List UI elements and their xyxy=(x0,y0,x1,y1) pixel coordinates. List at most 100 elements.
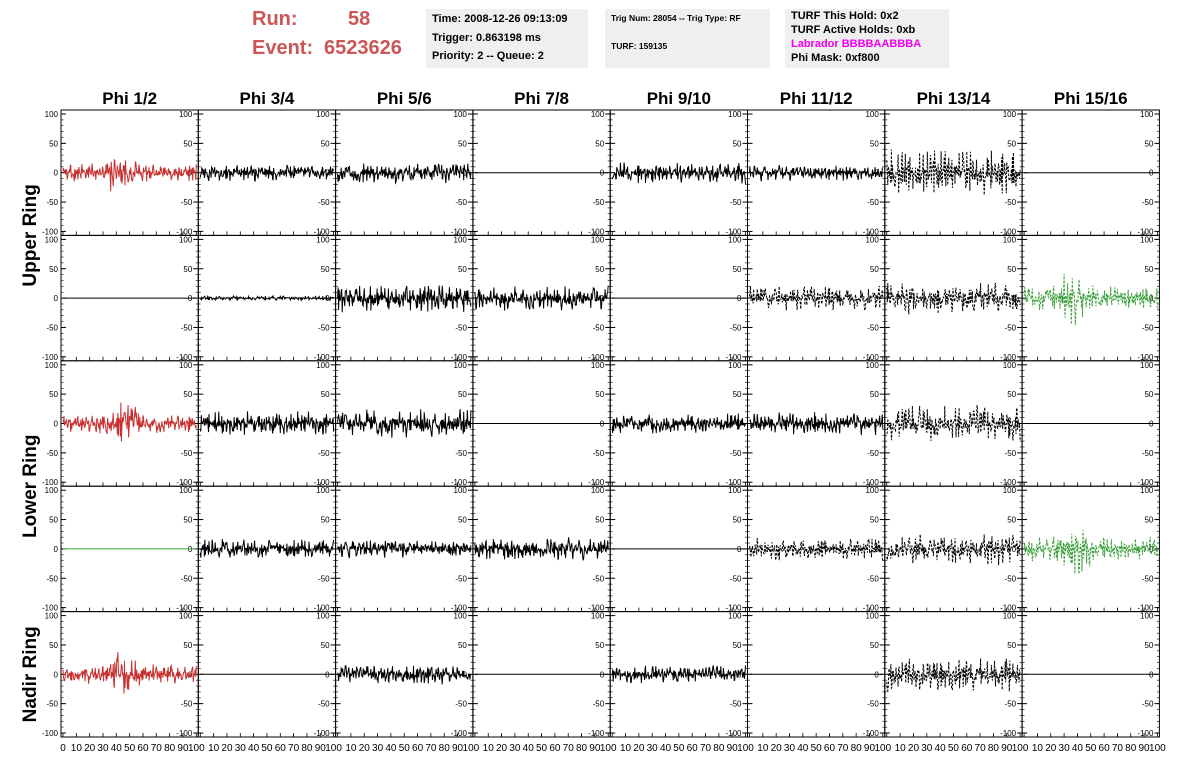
y-tick-label-right: 100 xyxy=(1003,486,1017,495)
waveform-trace xyxy=(749,412,884,436)
x-tick-label: 60 xyxy=(549,743,561,754)
y-tick-label-right: 0 xyxy=(1149,545,1154,554)
x-tick-label: 40 xyxy=(1072,743,1084,754)
y-tick-label-right: -50 xyxy=(318,449,330,458)
labrador-line: Labrador BBBBAABBBA xyxy=(791,38,922,50)
x-tick-label: 10 xyxy=(757,743,769,754)
x-tick-label: 30 xyxy=(97,743,109,754)
waveform-trace xyxy=(611,162,746,185)
waveform-trace xyxy=(337,664,472,685)
x-tick-label: 50 xyxy=(1085,743,1097,754)
y-tick-label-right: -100 xyxy=(1137,604,1154,613)
y-tick-label-right: 100 xyxy=(865,486,879,495)
y-tick-label-right: 100 xyxy=(728,612,742,621)
x-tick-label: 100 xyxy=(463,743,480,754)
event-label: Event: xyxy=(252,37,314,59)
y-tick-label: -50 xyxy=(46,323,58,332)
y-tick-label-right: -50 xyxy=(730,449,742,458)
x-tick-label: 100 xyxy=(737,743,754,754)
x-tick-label: 40 xyxy=(523,743,535,754)
y-tick-label-right: 50 xyxy=(733,265,742,274)
y-tick-label-right: 50 xyxy=(595,390,604,399)
y-tick-label-right: 50 xyxy=(321,641,330,650)
y-tick-label-right: 100 xyxy=(728,486,742,495)
y-tick-label-right: -50 xyxy=(730,198,742,207)
y-tick-label-right: 50 xyxy=(870,390,879,399)
y-tick-label: 100 xyxy=(45,612,59,621)
y-tick-label-right: 0 xyxy=(1012,545,1017,554)
y-tick-label-right: -50 xyxy=(867,700,879,709)
y-tick-label-right: -100 xyxy=(588,227,605,236)
x-tick-label: 100 xyxy=(600,743,617,754)
y-tick-label-right: -100 xyxy=(1137,478,1154,487)
y-tick-label-right: 50 xyxy=(1144,390,1153,399)
x-tick-label: 60 xyxy=(687,743,699,754)
y-tick-label: -50 xyxy=(46,198,58,207)
phi-mask-line: Phi Mask: 0xf800 xyxy=(791,52,880,64)
y-tick-label-right: -100 xyxy=(588,729,605,738)
y-tick-label-right: 100 xyxy=(1003,361,1017,370)
y-tick-label-right: -50 xyxy=(181,449,193,458)
x-tick-label: 90 xyxy=(727,743,739,754)
y-tick-label-right: 100 xyxy=(1140,110,1154,119)
y-tick-label: 0 xyxy=(54,420,59,429)
waveform-trace xyxy=(886,534,1021,566)
x-tick-label: 80 xyxy=(1125,743,1137,754)
y-tick-label: -100 xyxy=(42,729,59,738)
x-tick-label: 10 xyxy=(483,743,495,754)
y-tick-label-right: 50 xyxy=(183,390,192,399)
x-tick-label: 90 xyxy=(1139,743,1151,754)
y-tick-label: 0 xyxy=(54,294,59,303)
x-tick-label: 10 xyxy=(1032,743,1044,754)
x-tick-label: 100 xyxy=(874,743,891,754)
y-tick-label: 50 xyxy=(49,641,58,650)
waveform-trace xyxy=(611,665,746,684)
y-tick-label-right: -50 xyxy=(867,323,879,332)
x-tick-label: 30 xyxy=(784,743,796,754)
y-tick-label-right: -50 xyxy=(455,574,467,583)
x-tick-label: 30 xyxy=(647,743,659,754)
y-tick-label-right: -100 xyxy=(451,478,468,487)
ring-label: Nadir Ring xyxy=(20,626,41,722)
y-tick-label: 100 xyxy=(45,486,59,495)
y-tick-label-right: -50 xyxy=(1005,574,1017,583)
y-tick-label-right: -100 xyxy=(863,353,880,362)
y-tick-label: -100 xyxy=(42,478,59,487)
y-tick-label: 50 xyxy=(49,516,58,525)
waveform-trace xyxy=(337,163,472,185)
y-tick-label-right: 100 xyxy=(179,612,193,621)
waveform-trace xyxy=(62,652,197,694)
y-tick-label-right: 50 xyxy=(1144,641,1153,650)
x-tick-label: 20 xyxy=(771,743,783,754)
y-tick-label: -50 xyxy=(46,700,58,709)
y-tick-label: 0 xyxy=(54,169,59,178)
x-tick-label: 100 xyxy=(188,743,205,754)
y-tick-label-right: 0 xyxy=(1012,420,1017,429)
y-tick-label-right: 100 xyxy=(1140,486,1154,495)
x-tick-label: 40 xyxy=(660,743,672,754)
waveform-trace xyxy=(337,540,472,559)
y-tick-label-right: 50 xyxy=(595,641,604,650)
y-tick-label-right: 50 xyxy=(1007,265,1016,274)
y-tick-label-right: 100 xyxy=(728,235,742,244)
y-tick-label-right: -100 xyxy=(1137,729,1154,738)
x-tick-label: 100 xyxy=(1149,743,1166,754)
time-info-box: Time: 2008-12-26 09:13:09 Trigger: 0.863… xyxy=(426,9,588,68)
y-tick-label-right: 0 xyxy=(1012,294,1017,303)
waveform-trace xyxy=(749,538,884,561)
y-tick-label-right: -50 xyxy=(1005,700,1017,709)
y-tick-label-right: 100 xyxy=(865,110,879,119)
y-tick-label-right: 100 xyxy=(316,612,330,621)
y-tick-label: 100 xyxy=(45,235,59,244)
ring-label: Lower Ring xyxy=(20,434,41,537)
y-tick-label: 100 xyxy=(45,361,59,370)
y-tick-label-right: -50 xyxy=(1142,574,1154,583)
y-tick-label-right: 50 xyxy=(870,516,879,525)
x-tick-label: 90 xyxy=(1001,743,1013,754)
waveform-trace xyxy=(611,413,746,434)
y-tick-label-right: 50 xyxy=(733,641,742,650)
y-tick-label-right: -50 xyxy=(1142,323,1154,332)
trig-info-box: Trig Num: 28054 -- Trig Type: RF TURF: 1… xyxy=(605,9,770,68)
y-tick-label-right: -50 xyxy=(867,198,879,207)
y-tick-label-right: -50 xyxy=(593,449,605,458)
